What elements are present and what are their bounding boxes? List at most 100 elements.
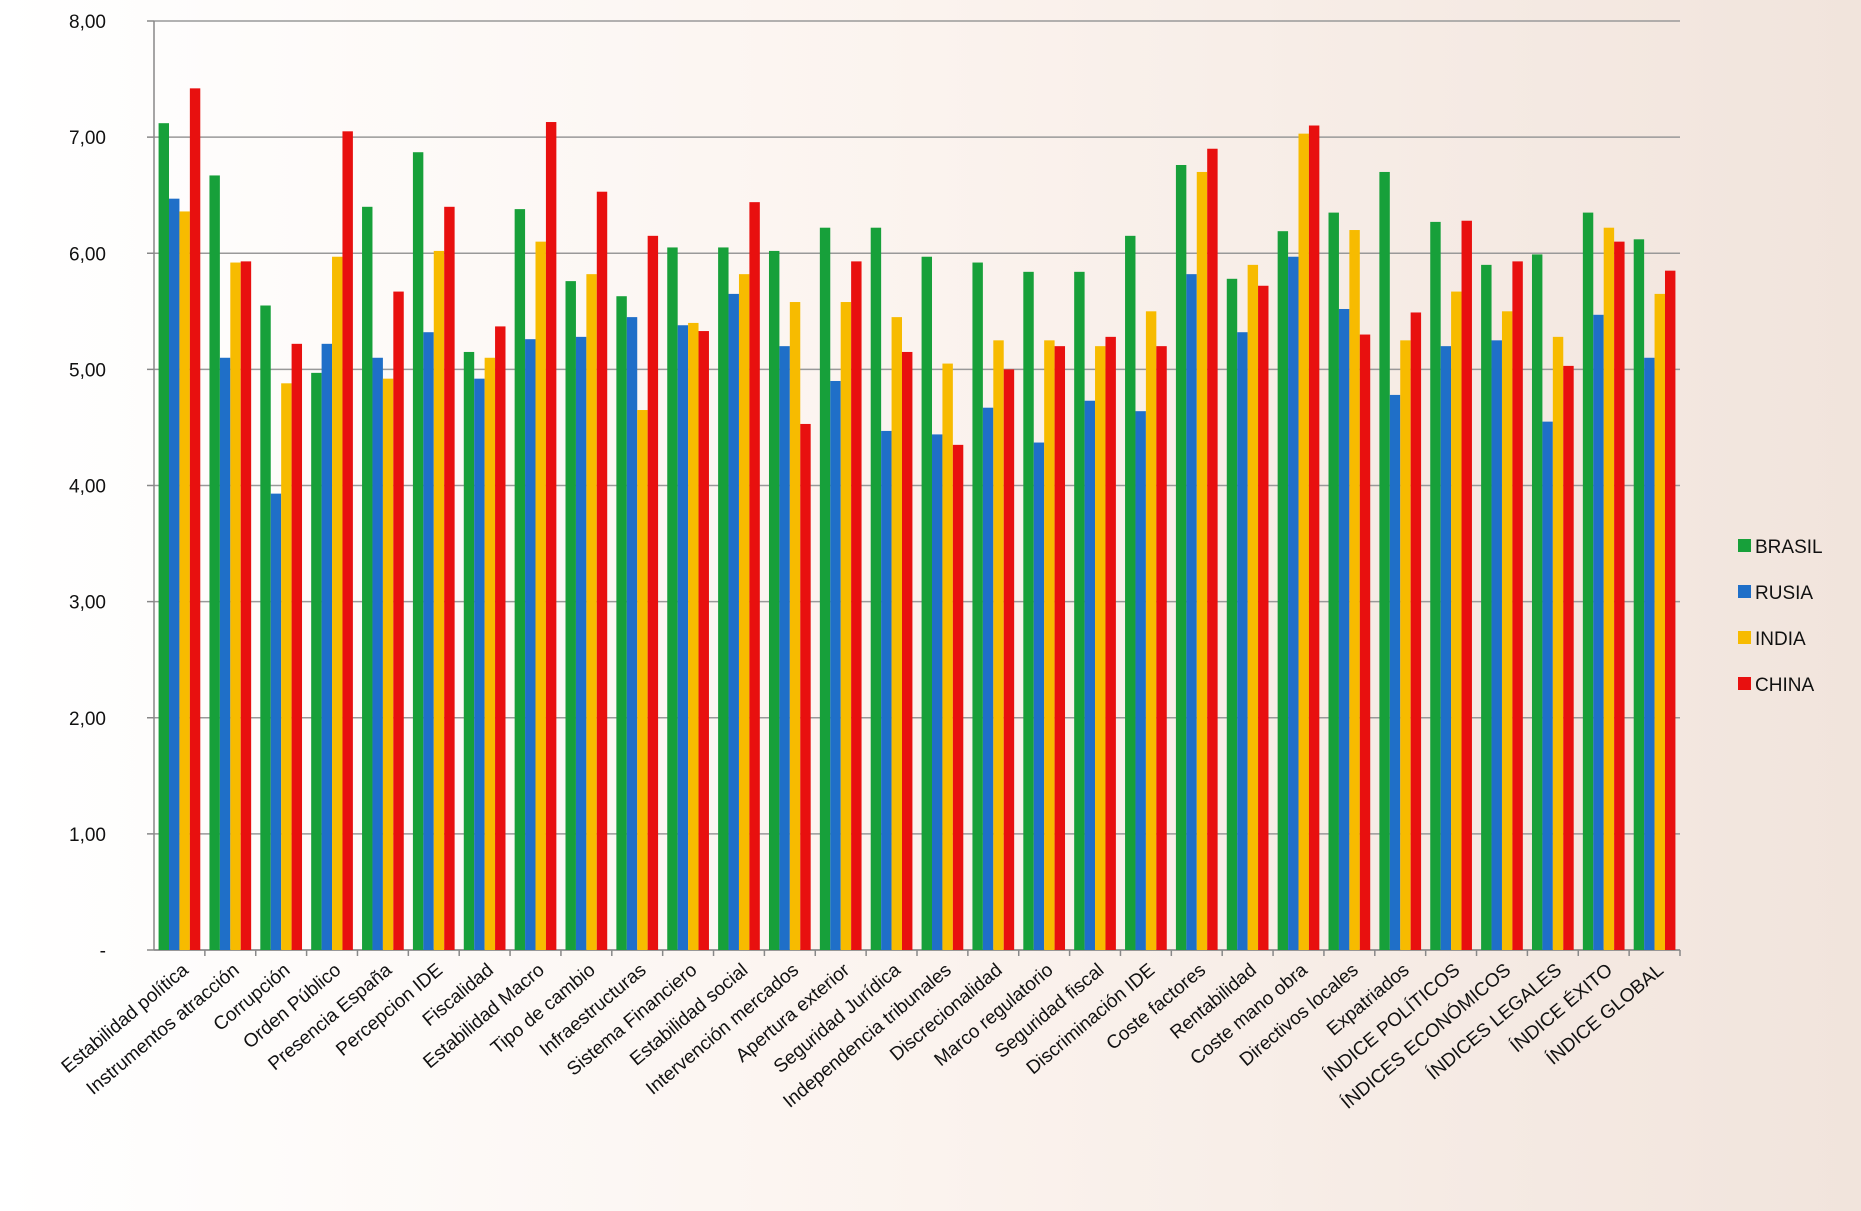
bar <box>230 262 241 950</box>
bar <box>1338 308 1350 950</box>
bar <box>1379 171 1390 950</box>
bar <box>942 363 953 951</box>
bar <box>789 302 801 951</box>
bar <box>382 378 394 950</box>
bar <box>393 291 404 950</box>
legend-swatch <box>1738 677 1751 690</box>
bar <box>586 274 597 951</box>
bar <box>1226 278 1238 950</box>
bar <box>525 339 536 950</box>
bar <box>372 357 383 950</box>
bar <box>1277 231 1289 950</box>
bar <box>270 493 282 950</box>
bar <box>1552 336 1564 950</box>
bar <box>1175 164 1187 950</box>
bar <box>1512 261 1523 950</box>
bar <box>840 302 852 951</box>
bar <box>1288 256 1299 950</box>
bar <box>1664 270 1676 950</box>
bar <box>688 322 699 950</box>
legend-swatch <box>1738 585 1751 598</box>
bar <box>1003 369 1015 950</box>
bar <box>1247 264 1259 950</box>
bar <box>1501 311 1513 950</box>
bar <box>1430 221 1441 951</box>
bar <box>1044 340 1055 950</box>
bar <box>1633 239 1645 950</box>
bar <box>993 340 1004 950</box>
legend-swatch <box>1738 631 1751 644</box>
bar <box>1451 291 1462 950</box>
bar <box>1145 311 1157 950</box>
bar <box>535 241 546 950</box>
bar <box>463 351 475 950</box>
bar <box>179 211 190 950</box>
bar <box>1023 271 1034 951</box>
bar <box>169 198 180 950</box>
bar <box>1461 220 1472 951</box>
bar <box>901 351 913 950</box>
bar <box>1074 271 1085 951</box>
bar <box>1186 274 1197 951</box>
y-tick-label: 8,00 <box>69 12 106 33</box>
bar <box>647 235 659 951</box>
legend-label: RUSIA <box>1755 583 1813 604</box>
bar <box>281 383 292 950</box>
bar <box>768 250 780 951</box>
bar <box>1258 285 1269 950</box>
bar <box>972 262 983 950</box>
bar <box>1491 340 1502 950</box>
bar <box>718 247 729 951</box>
bar <box>1389 394 1401 950</box>
bar <box>1582 212 1594 950</box>
bar <box>311 372 322 950</box>
bar <box>667 247 678 951</box>
bar <box>728 293 739 950</box>
legend-label: INDIA <box>1755 629 1806 650</box>
bar <box>260 305 271 951</box>
bar <box>851 261 862 950</box>
bar <box>474 378 485 950</box>
bar <box>575 336 587 950</box>
bar <box>1084 400 1096 950</box>
bar <box>342 131 353 951</box>
bar <box>1237 332 1248 951</box>
bar <box>596 191 608 951</box>
bar <box>209 175 220 951</box>
bar <box>1531 254 1543 950</box>
bar <box>1440 346 1452 950</box>
bar <box>1349 230 1360 950</box>
bar <box>779 346 790 950</box>
bar <box>332 256 343 950</box>
bar <box>291 343 303 950</box>
bar <box>1593 314 1604 950</box>
bar <box>412 152 424 950</box>
bar <box>219 357 231 950</box>
bar <box>1207 148 1218 951</box>
bar <box>1654 293 1665 950</box>
bar <box>830 380 841 950</box>
bar <box>433 250 445 951</box>
bar <box>698 331 709 951</box>
bar <box>1644 357 1655 950</box>
bar <box>891 317 902 950</box>
y-tick-label: 4,00 <box>69 477 106 498</box>
bar <box>637 410 648 950</box>
bar <box>189 88 201 951</box>
bar <box>1563 365 1574 950</box>
bar <box>800 423 811 950</box>
y-tick-label: 6,00 <box>69 244 106 265</box>
bar <box>321 343 333 950</box>
bar <box>1298 133 1309 951</box>
bar <box>932 434 943 950</box>
bar <box>565 281 576 950</box>
bar <box>1196 171 1208 950</box>
bar <box>545 122 557 950</box>
bar <box>1614 241 1625 950</box>
bar <box>881 430 892 950</box>
bar <box>1095 346 1106 950</box>
legend-label: CHINA <box>1755 675 1814 696</box>
y-tick-label: 7,00 <box>69 128 106 149</box>
bar <box>1054 346 1066 950</box>
